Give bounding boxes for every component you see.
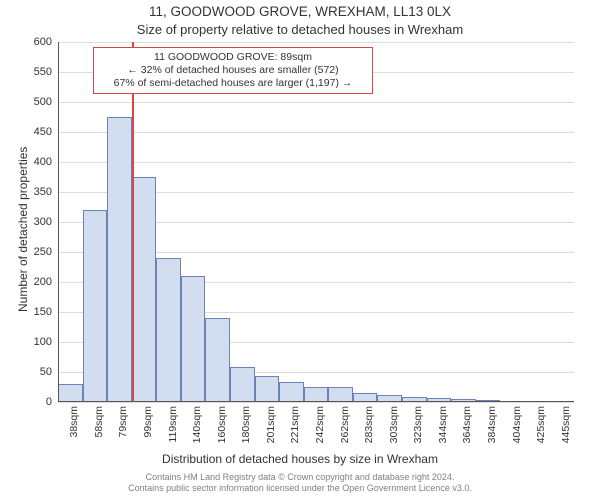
chart-title-desc: Size of property relative to detached ho… xyxy=(0,22,600,37)
x-tick-label: 180sqm xyxy=(240,402,252,443)
histogram-bar xyxy=(156,258,181,402)
histogram-bar xyxy=(304,387,329,402)
x-tick-label: 242sqm xyxy=(314,402,326,443)
x-tick-label: 140sqm xyxy=(191,402,203,443)
x-tick-label: 425sqm xyxy=(535,402,547,443)
histogram-bar xyxy=(181,276,206,402)
y-tick-label: 300 xyxy=(34,216,52,228)
y-tick-label: 50 xyxy=(40,366,52,378)
x-tick-label: 160sqm xyxy=(216,402,228,443)
y-tick-label: 0 xyxy=(46,396,52,408)
x-axis xyxy=(58,401,574,402)
plot-area: 05010015020025030035040045050055060038sq… xyxy=(58,42,574,402)
histogram-bar xyxy=(328,387,353,402)
x-tick-label: 303sqm xyxy=(388,402,400,443)
y-tick-label: 500 xyxy=(34,96,52,108)
histogram-bar xyxy=(205,318,230,402)
histogram-bar xyxy=(58,384,83,402)
histogram-bar xyxy=(83,210,108,402)
histogram-bar xyxy=(132,177,157,402)
y-tick-label: 400 xyxy=(34,156,52,168)
histogram-bar xyxy=(279,382,304,402)
y-tick-label: 100 xyxy=(34,336,52,348)
x-tick-label: 201sqm xyxy=(265,402,277,443)
x-tick-label: 323sqm xyxy=(412,402,424,443)
info-box-line: 11 GOODWOOD GROVE: 89sqm xyxy=(100,51,366,64)
footer-line1: Contains HM Land Registry data © Crown c… xyxy=(0,472,600,483)
grid-line xyxy=(58,162,574,163)
attribution-footer: Contains HM Land Registry data © Crown c… xyxy=(0,472,600,495)
y-axis xyxy=(58,42,59,402)
grid-line xyxy=(58,102,574,103)
x-tick-label: 38sqm xyxy=(68,402,80,438)
x-tick-label: 384sqm xyxy=(486,402,498,443)
x-tick-label: 445sqm xyxy=(560,402,572,443)
chart-title-address: 11, GOODWOOD GROVE, WREXHAM, LL13 0LX xyxy=(0,4,600,19)
y-tick-label: 600 xyxy=(34,36,52,48)
x-tick-label: 119sqm xyxy=(167,402,179,443)
y-tick-label: 350 xyxy=(34,186,52,198)
histogram-bar xyxy=(107,117,132,402)
x-tick-label: 221sqm xyxy=(289,402,301,443)
histogram-bar xyxy=(230,367,255,402)
y-tick-label: 200 xyxy=(34,276,52,288)
x-axis-label: Distribution of detached houses by size … xyxy=(0,452,600,466)
y-tick-label: 550 xyxy=(34,66,52,78)
y-tick-label: 150 xyxy=(34,306,52,318)
y-tick-label: 450 xyxy=(34,126,52,138)
x-tick-label: 283sqm xyxy=(363,402,375,443)
grid-line xyxy=(58,42,574,43)
x-tick-label: 364sqm xyxy=(461,402,473,443)
property-info-box: 11 GOODWOOD GROVE: 89sqm← 32% of detache… xyxy=(93,47,373,94)
x-tick-label: 79sqm xyxy=(117,402,129,438)
y-tick-label: 250 xyxy=(34,246,52,258)
info-box-line: ← 32% of detached houses are smaller (57… xyxy=(100,64,366,77)
property-marker-line xyxy=(132,42,134,402)
x-tick-label: 344sqm xyxy=(437,402,449,443)
grid-line xyxy=(58,132,574,133)
footer-line2: Contains public sector information licen… xyxy=(0,483,600,494)
x-tick-label: 99sqm xyxy=(142,402,154,438)
x-tick-label: 58sqm xyxy=(93,402,105,438)
y-axis-label: Number of detached properties xyxy=(16,147,30,312)
x-tick-label: 404sqm xyxy=(511,402,523,443)
histogram-bar xyxy=(255,376,280,402)
info-box-line: 67% of semi-detached houses are larger (… xyxy=(100,77,366,90)
x-tick-label: 262sqm xyxy=(339,402,351,443)
